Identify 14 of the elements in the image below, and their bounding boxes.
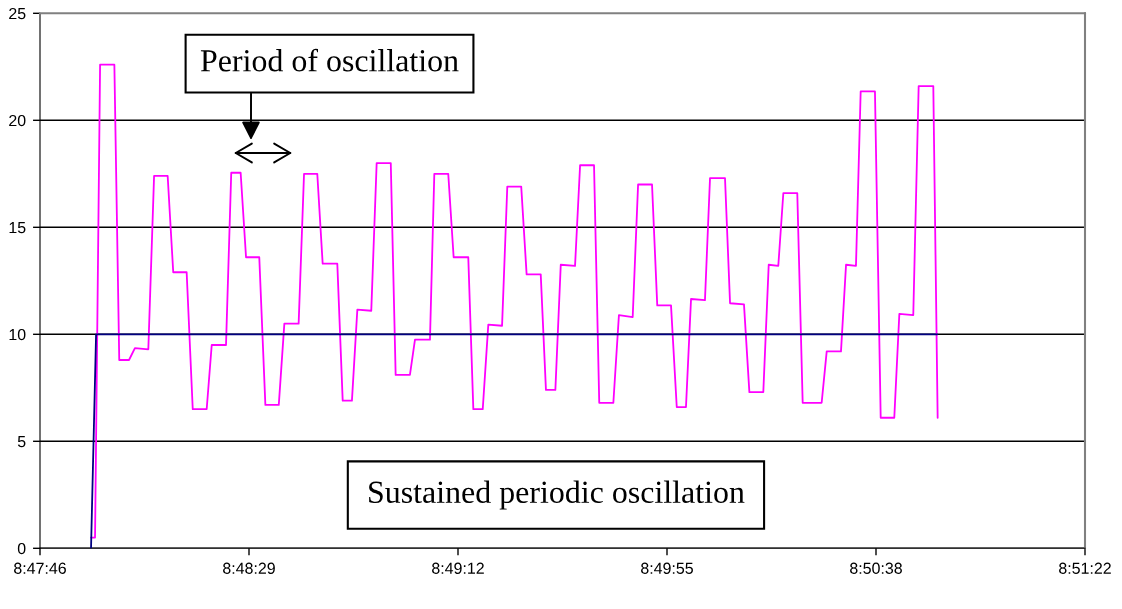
x-tick-label: 8:49:12 — [432, 562, 484, 574]
y-tick-label: 15 — [9, 222, 26, 234]
x-tick-label: 8:48:29 — [223, 562, 275, 574]
x-tick-label: 8:50:38 — [850, 562, 902, 574]
y-tick-label: 10 — [9, 328, 26, 341]
y-tick-label: 25 — [9, 7, 26, 20]
y-tick-label: 20 — [9, 114, 26, 127]
x-tick-label: 8:51:22 — [1059, 562, 1111, 574]
y-tick-label: 5 — [17, 436, 26, 448]
y-tick-label: 0 — [17, 542, 26, 555]
annotation: Sustained periodic oscillation — [369, 480, 745, 510]
x-tick-label: 8:47:46 — [14, 562, 66, 574]
annotation: Period of oscillation — [200, 48, 459, 72]
x-tick-label: 8:49:55 — [641, 562, 693, 574]
